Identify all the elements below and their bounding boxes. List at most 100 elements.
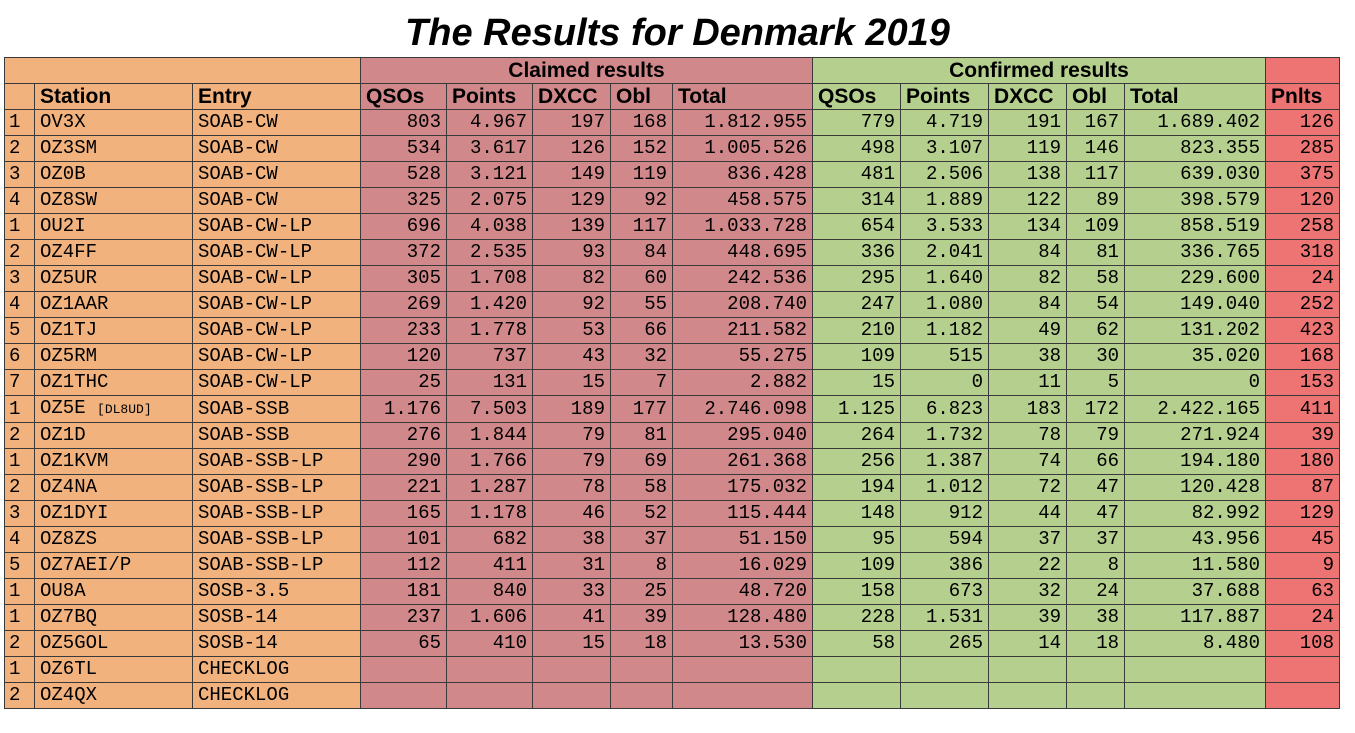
station-callsign: OZ5UR [40,267,98,289]
confirmed-qsos-cell: 256 [812,448,901,475]
confirmed-qsos-cell: 158 [812,578,901,605]
confirmed-dxcc-cell: 22 [988,552,1067,579]
confirmed-obl-cell [1066,656,1125,683]
rank-cell: 1 [4,578,35,605]
station-cell: OZ8SW [34,187,193,214]
claimed-total-cell: 242.536 [672,265,813,292]
confirmed-obl-cell: 66 [1066,448,1125,475]
station-cell: OZ4QX [34,682,193,709]
entry-cell: SOAB-CW-LP [192,239,361,266]
entry-cell: SOAB-CW-LP [192,369,361,396]
claimed-dxcc-cell: 31 [532,552,611,579]
table-row: 6 OZ5RM SOAB-CW-LP 120 737 43 32 55.275 109 515 38… [4,343,1340,370]
confirmed-obl-cell: 24 [1066,578,1125,605]
station-callsign: OZ0B [40,163,86,185]
station-cell: OZ3SM [34,135,193,162]
confirmed-dxcc-cell [988,656,1067,683]
confirmed-qsos-cell: 194 [812,474,901,501]
confirmed-total-header: Total [1124,83,1266,110]
claimed-qsos-cell: 269 [360,291,447,318]
page-title: The Results for Denmark 2019 [405,12,950,54]
confirmed-dxcc-header: DXCC [988,83,1067,110]
confirmed-total-cell: 149.040 [1124,291,1266,318]
entry-cell: SOSB-3.5 [192,578,361,605]
confirmed-obl-cell: 146 [1066,135,1125,162]
confirmed-points-cell: 3.107 [900,135,989,162]
confirmed-dxcc-cell: 134 [988,213,1067,240]
rank-cell: 2 [4,135,35,162]
claimed-points-cell: 1.606 [446,604,533,631]
claimed-obl-cell: 18 [610,630,673,657]
claimed-points-cell: 1.420 [446,291,533,318]
confirmed-total-cell: 398.579 [1124,187,1266,214]
station-cell: OZ4NA [34,474,193,501]
claimed-total-cell: 48.720 [672,578,813,605]
station-callsign: OZ8ZS [40,528,98,550]
confirmed-dxcc-cell: 122 [988,187,1067,214]
group-header-row: Claimed results Confirmed results [4,57,1340,84]
table-row: 2 OZ4FF SOAB-CW-LP 372 2.535 93 84 448.695 336 2.… [4,239,1340,266]
rank-cell: 3 [4,265,35,292]
table-row: 4 OZ8SW SOAB-CW 325 2.075 129 92 458.575 314 1.88… [4,187,1340,214]
penalties-cell: 24 [1265,604,1340,631]
entry-cell: SOAB-SSB-LP [192,526,361,553]
claimed-points-header: Points [446,83,533,110]
table-row: 1 OU2I SOAB-CW-LP 696 4.038 139 117 1.033.728 65… [4,213,1340,240]
rank-cell: 2 [4,630,35,657]
claimed-total-cell: 175.032 [672,474,813,501]
table-row: 1 OV3X SOAB-CW 803 4.967 197 168 1.812.955 779 4.… [4,109,1340,136]
claimed-total-cell [672,682,813,709]
rank-cell: 2 [4,474,35,501]
claimed-total-cell: 16.029 [672,552,813,579]
claimed-points-cell: 1.778 [446,317,533,344]
station-cell: OZ1THC [34,369,193,396]
entry-cell: SOAB-SSB [192,422,361,449]
claimed-points-cell: 1.844 [446,422,533,449]
confirmed-total-cell: 117.887 [1124,604,1266,631]
confirmed-qsos-cell: 264 [812,422,901,449]
station-cell: OZ8ZS [34,526,193,553]
table-row: 4 OZ8ZS SOAB-SSB-LP 101 682 38 37 51.150 95 594 37… [4,526,1340,553]
station-callsign: OZ1D [40,424,86,446]
claimed-qsos-cell: 237 [360,604,447,631]
claimed-obl-cell: 55 [610,291,673,318]
penalties-cell [1265,682,1340,709]
penalties-cell: 375 [1265,161,1340,188]
rank-cell: 2 [4,239,35,266]
table-row: 2 OZ3SM SOAB-CW 534 3.617 126 152 1.005.526 498 3… [4,135,1340,162]
claimed-qsos-cell: 101 [360,526,447,553]
claimed-dxcc-cell: 43 [532,343,611,370]
confirmed-obl-cell: 18 [1066,630,1125,657]
confirmed-qsos-cell: 481 [812,161,901,188]
confirmed-obl-cell: 8 [1066,552,1125,579]
results-body: 1 OV3X SOAB-CW 803 4.967 197 168 1.812.955 779 4.… [4,109,1340,709]
claimed-total-cell: 1.812.955 [672,109,813,136]
penalties-cell: 153 [1265,369,1340,396]
confirmed-qsos-header: QSOs [812,83,901,110]
station-callsign: OZ4NA [40,476,98,498]
confirmed-total-cell: 131.202 [1124,317,1266,344]
claimed-obl-cell: 177 [610,395,673,423]
claimed-dxcc-cell: 41 [532,604,611,631]
claimed-points-cell: 737 [446,343,533,370]
confirmed-points-cell: 265 [900,630,989,657]
confirmed-total-cell: 336.765 [1124,239,1266,266]
claimed-dxcc-cell: 78 [532,474,611,501]
rank-cell: 4 [4,526,35,553]
confirmed-obl-cell: 37 [1066,526,1125,553]
confirmed-dxcc-cell: 138 [988,161,1067,188]
confirmed-qsos-cell: 654 [812,213,901,240]
confirmed-obl-cell: 38 [1066,604,1125,631]
claimed-qsos-header: QSOs [360,83,447,110]
confirmed-qsos-cell: 336 [812,239,901,266]
claimed-total-cell: 2.882 [672,369,813,396]
confirmed-dxcc-cell: 38 [988,343,1067,370]
penalties-cell: 24 [1265,265,1340,292]
penalties-cell: 180 [1265,448,1340,475]
station-callsign: OZ3SM [40,137,98,159]
table-row: 1 OZ6TL CHECKLOG [4,656,1340,683]
claimed-dxcc-cell: 139 [532,213,611,240]
penalties-cell: 45 [1265,526,1340,553]
table-row: 2 OZ5GOL SOSB-14 65 410 15 18 13.530 58 265 14 18 8.… [4,630,1340,657]
table-row: 5 OZ1TJ SOAB-CW-LP 233 1.778 53 66 211.582 210 1.… [4,317,1340,344]
